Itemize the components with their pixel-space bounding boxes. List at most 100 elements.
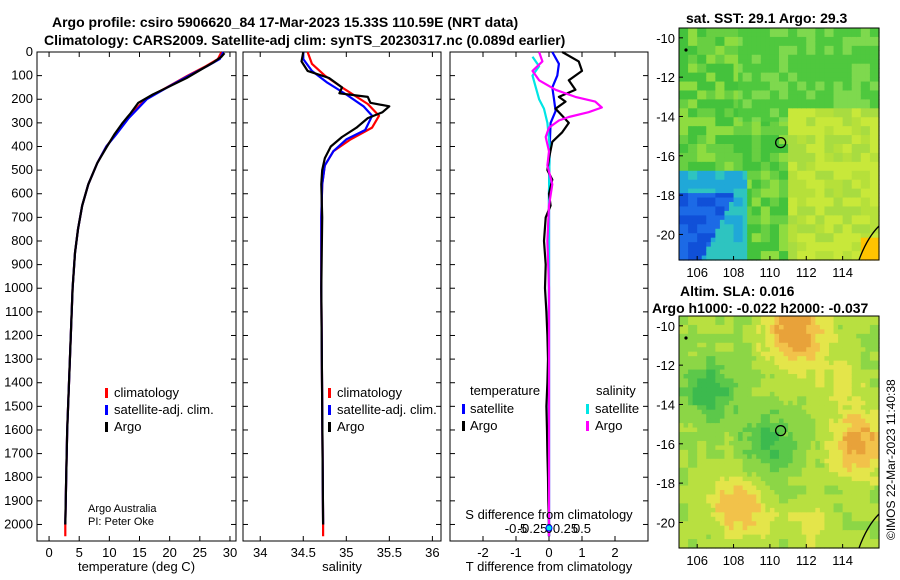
- sla-map-title: Altim. SLA: 0.016: [680, 283, 795, 299]
- difference-xtick-label: 1: [578, 545, 585, 560]
- salinity-legend-label: climatology: [337, 385, 403, 400]
- depth-tick-label: 1100: [5, 304, 33, 319]
- temperature-xtick-label: 5: [76, 545, 83, 560]
- diff-legend-t-swatch: [462, 404, 465, 414]
- depth-tick-label: 800: [11, 233, 33, 248]
- sst-map: [679, 28, 880, 261]
- depth-tick-label: 1500: [4, 398, 33, 413]
- difference-xtick-label: 2: [611, 545, 618, 560]
- sst-map-frame: [678, 27, 880, 261]
- temperature-legend-label: Argo: [114, 419, 141, 434]
- diff-s-xtick-label: 0.25: [553, 521, 578, 536]
- temperature-xtick-label: 10: [102, 545, 116, 560]
- temperature-legend-swatch: [105, 405, 108, 415]
- temperature-xtick-label: 20: [162, 545, 176, 560]
- salinity-legend-swatch: [328, 422, 331, 432]
- depth-tick-label: 500: [11, 162, 33, 177]
- salinity-series-argo: [300, 51, 391, 525]
- temperature-legend-label: satellite-adj. clim.: [114, 402, 214, 417]
- temperature-axes-box: [36, 51, 237, 542]
- diff-s-xlabel: S difference from climatology: [465, 507, 633, 522]
- depth-tick-label: 900: [11, 257, 33, 272]
- sst-xtick-label: 114: [832, 265, 853, 280]
- depth-tick-label: 1400: [4, 375, 33, 390]
- diff-legend-s-label: Argo: [595, 418, 622, 433]
- depth-tick-label: 700: [11, 209, 33, 224]
- sst-ytick-label: -16: [656, 149, 675, 164]
- salinity-legend-swatch: [328, 405, 331, 415]
- temperature-xtick-label: 0: [45, 545, 52, 560]
- sla-ytick-label: -10: [656, 319, 675, 334]
- sst-ytick-label: -10: [656, 31, 675, 46]
- sla-argo-marker: [774, 424, 787, 437]
- salinity-xtick-label: 34: [253, 545, 267, 560]
- difference-xtick-label: -1: [510, 545, 522, 560]
- diff-legend-s-swatch: [586, 421, 589, 431]
- figure-title-line2: Climatology: CARS2009. Satellite-adj cli…: [44, 32, 566, 48]
- depth-tick-label: 200: [11, 91, 33, 106]
- diff-legend-t-label: satellite: [470, 401, 514, 416]
- depth-tick-label: 600: [11, 186, 33, 201]
- sst-argo-marker: [774, 136, 787, 149]
- sla-xtick-label: 110: [760, 553, 781, 568]
- sla-ytick-label: -16: [656, 437, 675, 452]
- temperature-series-argo: [64, 52, 226, 525]
- diff-s-xtick-label: 0.5: [573, 521, 591, 536]
- sla-ytick-label: -18: [656, 476, 675, 491]
- sla-xtick-label: 112: [796, 553, 817, 568]
- sst-xtick-label: 108: [723, 265, 745, 280]
- temperature-series-satellite-adj-clim-: [64, 51, 225, 525]
- sla-xtick-label: 108: [723, 553, 745, 568]
- temperature-xlabel: temperature (deg C): [78, 559, 195, 574]
- temperature-xtick-label: 15: [132, 545, 146, 560]
- depth-tick-label: 1200: [4, 327, 33, 342]
- diff-legend-s-label: satellite: [595, 401, 639, 416]
- diff-legend-title-t: temperature: [470, 383, 540, 398]
- sst-xtick-label: 110: [760, 265, 781, 280]
- salinity-axes-box: [242, 51, 442, 542]
- sst-coastline: [858, 225, 880, 261]
- temperature-xtick-label: 30: [223, 545, 237, 560]
- credit-line1: Argo Australia: [88, 503, 157, 515]
- temperature-legend-swatch: [105, 422, 108, 432]
- depth-tick-label: 400: [11, 138, 33, 153]
- diff-legend-title-s: salinity: [596, 383, 636, 398]
- diff-origin-marker: [545, 524, 553, 532]
- sla-ytick-label: -12: [656, 358, 675, 373]
- credit-line2: PI: Peter Oke: [88, 516, 154, 528]
- diff-legend-t-swatch: [462, 421, 465, 431]
- sst-xtick-label: 112: [796, 265, 817, 280]
- difference-series-s-argo: [531, 51, 603, 537]
- sla-map-subtitle: Argo h1000: -0.022 h2000: -0.037: [652, 300, 869, 316]
- sla-map-frame: [678, 315, 880, 549]
- sla-xtick-label: 106: [686, 553, 708, 568]
- diff-legend-t-label: Argo: [470, 418, 497, 433]
- salinity-legend-swatch: [328, 388, 331, 398]
- depth-tick-label: 1800: [4, 469, 33, 484]
- sla-island: [684, 336, 688, 340]
- sst-ytick-label: -18: [656, 188, 675, 203]
- depth-tick-label: 0: [26, 44, 33, 59]
- temperature-xtick-label: 25: [193, 545, 207, 560]
- salinity-legend-label: Argo: [337, 419, 364, 434]
- salinity-xtick-label: 36: [425, 545, 439, 560]
- temperature-series-climatology: [64, 51, 223, 537]
- sst-xtick-label: 106: [686, 265, 708, 280]
- depth-tick-label: 1000: [4, 280, 33, 295]
- sla-ytick-label: -14: [656, 397, 675, 412]
- salinity-xtick-label: 35: [339, 545, 353, 560]
- sst-map-title: sat. SST: 29.1 Argo: 29.3: [686, 10, 848, 26]
- sst-ytick-label: -14: [656, 109, 675, 124]
- salinity-xtick-label: 35.5: [377, 545, 402, 560]
- figure-title-line1: Argo profile: csiro 5906620_84 17-Mar-20…: [52, 14, 519, 30]
- difference-xtick-label: -2: [477, 545, 489, 560]
- salinity-xlabel: salinity: [322, 559, 362, 574]
- salinity-xtick-label: 34.5: [291, 545, 316, 560]
- temperature-legend-label: climatology: [114, 385, 180, 400]
- salinity-legend-label: satellite-adj. clim.: [337, 402, 437, 417]
- difference-xtick-label: 0: [545, 545, 552, 560]
- temperature-legend-swatch: [105, 388, 108, 398]
- diff-s-xtick-label: -0.5: [505, 521, 527, 536]
- depth-tick-label: 1600: [4, 422, 33, 437]
